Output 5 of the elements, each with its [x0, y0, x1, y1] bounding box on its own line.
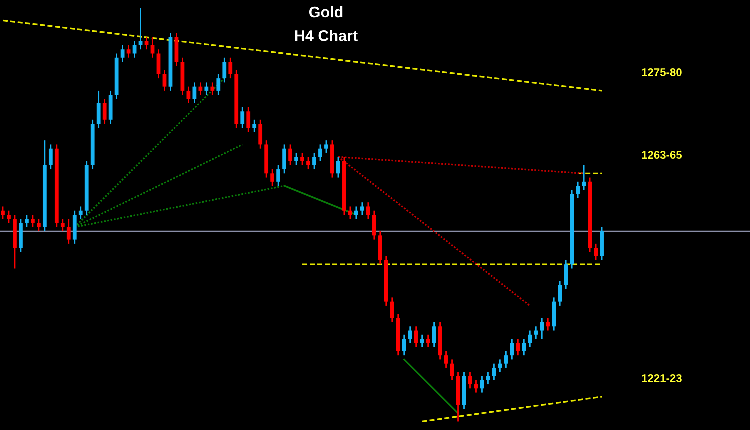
chart-title: Gold [309, 6, 343, 18]
text: 1221-23 [642, 374, 682, 382]
text: H4 Chart [295, 30, 358, 42]
text: 1263-65 [642, 151, 682, 160]
text: 1275-80 [642, 68, 682, 76]
